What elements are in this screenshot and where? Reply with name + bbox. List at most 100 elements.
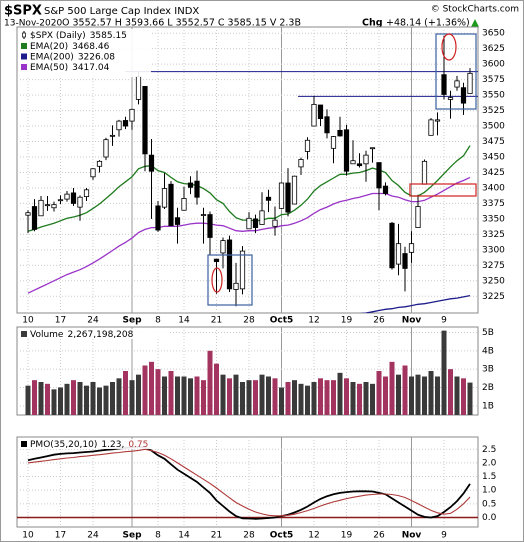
volume-bar <box>363 382 369 415</box>
volume-bar <box>285 382 291 415</box>
legend-box <box>19 29 151 77</box>
y-tick-label: 3475 <box>482 137 505 147</box>
volume-bar <box>454 376 460 415</box>
candle-body <box>246 217 252 230</box>
volume-bar <box>292 380 297 415</box>
x-tick-label: Sep <box>122 531 142 541</box>
x-tick-label: 28 <box>243 316 255 326</box>
y-tick-label: 3325 <box>482 230 505 240</box>
quote-date: 13-Nov-2020 <box>4 19 62 29</box>
candle-body <box>343 129 350 172</box>
candle-body <box>96 160 103 167</box>
volume-bar <box>45 383 50 415</box>
y-tick-label: 3575 <box>482 75 505 85</box>
y-tick-label: 3450 <box>482 153 505 163</box>
candle-body <box>350 160 356 165</box>
y-tick-label: 3650 <box>482 29 505 39</box>
volume-bar <box>97 387 102 415</box>
x-tick-label: 28 <box>243 531 255 541</box>
legend-swatch <box>21 43 27 49</box>
x-tick-label: Oct5 <box>270 316 294 326</box>
candle-body <box>330 136 337 149</box>
candle-body <box>161 188 168 208</box>
y-tick-label: 0.0 <box>482 513 497 523</box>
candle-body <box>291 175 298 205</box>
candle-body <box>454 80 460 88</box>
annotations <box>207 33 477 306</box>
candle-body <box>64 193 70 200</box>
x-tick-label: 21 <box>211 531 222 541</box>
candle-body <box>129 108 135 122</box>
volume-bar <box>71 380 76 415</box>
volume-bar <box>415 374 421 415</box>
volume-bar <box>298 383 304 415</box>
volume-bar <box>409 376 414 415</box>
volume-bar <box>350 382 356 415</box>
watermark: © StockCharts.com <box>431 5 519 15</box>
candle-body <box>434 119 441 122</box>
volume-bar <box>337 372 343 415</box>
legend-value: 1.23 <box>101 440 121 450</box>
candle-body <box>77 196 83 208</box>
volume-bar <box>149 361 154 415</box>
legend-value: 3585.15 <box>90 31 127 41</box>
volume-bar <box>370 383 375 415</box>
x-tick-label: Sep <box>122 316 142 326</box>
y-tick-label: 3500 <box>482 122 505 132</box>
x-tick-label: 10 <box>22 531 34 541</box>
candle-body <box>363 154 369 165</box>
volume-bar <box>259 374 265 415</box>
x-tick-label: 19 <box>341 316 353 326</box>
volume-bar <box>155 369 161 415</box>
volume-bar <box>240 382 245 415</box>
candle-body <box>395 243 402 265</box>
candle-body <box>83 189 90 198</box>
volume-bar <box>266 376 271 415</box>
candle-body <box>415 206 421 228</box>
x-tick-label: 24 <box>87 316 99 326</box>
candle-body <box>278 182 285 209</box>
candle-body <box>168 183 174 227</box>
legend-box <box>19 329 169 339</box>
annotation-box <box>409 183 477 197</box>
candle-body <box>103 139 109 158</box>
legend-value: 3468.46 <box>72 42 109 52</box>
volume-bar <box>201 380 206 415</box>
x-tick-label: 14 <box>178 316 190 326</box>
candle-body <box>155 205 161 231</box>
volume-bar <box>38 382 44 415</box>
volume-bar <box>435 376 440 415</box>
y-tick-label: 5B <box>482 328 494 338</box>
legend-swatch <box>21 53 27 60</box>
candle-body <box>467 72 473 94</box>
y-tick-label: 3625 <box>482 44 505 54</box>
x-tick-label: 17 <box>55 531 66 541</box>
y-tick-label: 3425 <box>482 168 505 178</box>
volume-bar <box>168 371 174 415</box>
ema-line <box>359 294 471 313</box>
y-tick-label: 3375 <box>482 199 505 209</box>
volume-bar <box>448 369 453 415</box>
volume-bar <box>422 376 427 415</box>
volume-bar <box>64 383 70 415</box>
legend-value: 3417.04 <box>72 63 109 73</box>
y-tick-label: 3350 <box>482 214 505 224</box>
candle-body <box>174 217 181 225</box>
legend-name: EMA(50) <box>30 63 68 73</box>
pmo-line <box>27 448 471 517</box>
volume-bar <box>142 365 148 415</box>
volume-bar <box>311 382 317 415</box>
volume-bar <box>77 382 83 415</box>
security-name: S&P 500 Large Cap Index INDX <box>44 6 199 17</box>
candle-body <box>70 192 77 204</box>
volume-bar <box>402 365 408 415</box>
y-tick-label: 3250 <box>482 276 505 286</box>
x-tick-label: 9 <box>441 531 447 541</box>
volume-bar <box>58 387 63 415</box>
annotation-box <box>435 33 477 110</box>
candle-body <box>44 204 51 207</box>
legend-name: EMA(20) <box>30 42 68 52</box>
y-tick-label: 1B <box>482 401 494 411</box>
candle-body <box>265 196 272 201</box>
y-tick-label: 2.5 <box>482 445 496 455</box>
